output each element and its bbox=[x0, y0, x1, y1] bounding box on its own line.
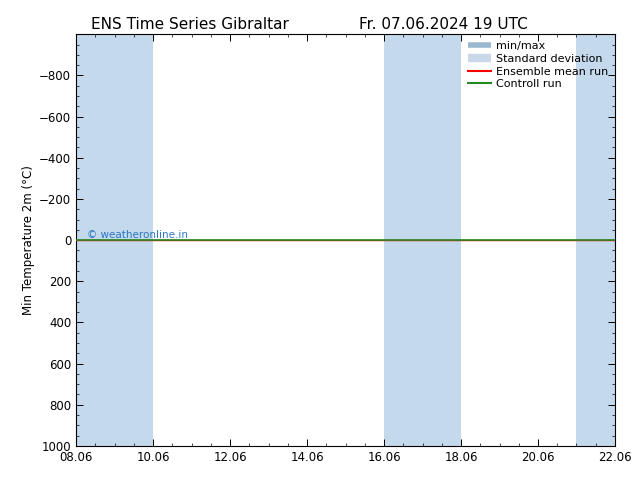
Text: ENS Time Series Gibraltar: ENS Time Series Gibraltar bbox=[91, 17, 289, 32]
Bar bbox=[384, 34, 461, 446]
Bar bbox=[76, 34, 153, 446]
Text: Fr. 07.06.2024 19 UTC: Fr. 07.06.2024 19 UTC bbox=[359, 17, 528, 32]
Bar bbox=[576, 34, 615, 446]
Y-axis label: Min Temperature 2m (°C): Min Temperature 2m (°C) bbox=[22, 165, 35, 315]
Legend: min/max, Standard deviation, Ensemble mean run, Controll run: min/max, Standard deviation, Ensemble me… bbox=[464, 37, 612, 94]
Text: © weatheronline.in: © weatheronline.in bbox=[87, 230, 188, 240]
